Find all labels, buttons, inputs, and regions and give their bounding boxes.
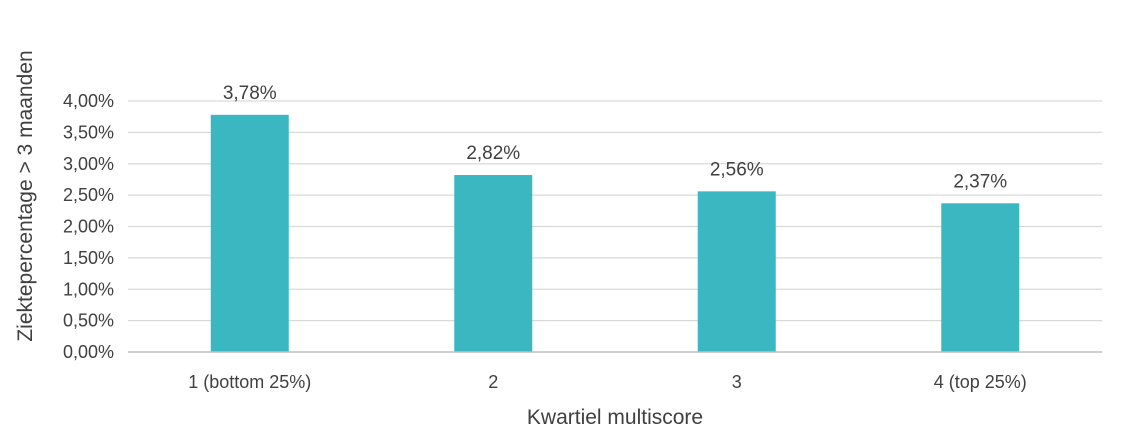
y-tick-label: 1,00% bbox=[63, 279, 114, 299]
y-tick-label: 3,00% bbox=[63, 154, 114, 174]
y-tick-label: 0,50% bbox=[63, 311, 114, 331]
data-label: 2,37% bbox=[953, 171, 1007, 192]
y-tick-label: 3,50% bbox=[63, 122, 114, 142]
gridlines bbox=[128, 100, 1102, 322]
data-label: 3,78% bbox=[223, 83, 277, 104]
y-tick-label: 0,00% bbox=[63, 342, 114, 362]
bar bbox=[454, 175, 533, 352]
y-tick-label: 2,50% bbox=[63, 185, 114, 205]
bar bbox=[941, 203, 1020, 352]
x-tick-label: 3 bbox=[732, 372, 742, 392]
x-tick-label: 4 (top 25%) bbox=[934, 372, 1027, 392]
bars bbox=[210, 114, 1020, 353]
data-labels: 3,78% 2,82% 2,56% 2,37% bbox=[223, 83, 1007, 192]
data-label: 2,56% bbox=[710, 159, 764, 180]
y-tick-label: 2,00% bbox=[63, 217, 114, 237]
bar bbox=[697, 191, 776, 352]
x-axis-title: Kwartiel multiscore bbox=[527, 406, 703, 429]
y-tick-label: 1,50% bbox=[63, 248, 114, 268]
x-axis-ticks: 1 (bottom 25%) 2 3 4 (top 25%) bbox=[188, 372, 1027, 392]
x-tick-label: 2 bbox=[488, 372, 498, 392]
y-axis-title: Ziektepercentage > 3 maanden bbox=[14, 50, 37, 341]
x-tick-label: 1 (bottom 25%) bbox=[188, 372, 311, 392]
data-label: 2,82% bbox=[466, 143, 520, 164]
y-axis-ticks: 0,00% 0,50% 1,00% 1,50% 2,00% 2,50% 3,00% 3,50%… bbox=[63, 91, 114, 362]
bar bbox=[210, 114, 289, 353]
y-tick-label: 4,00% bbox=[63, 91, 114, 111]
